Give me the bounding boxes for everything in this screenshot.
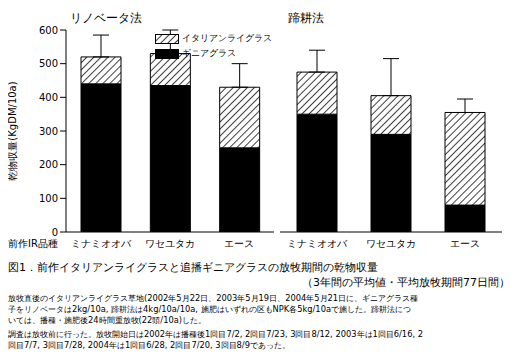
html-text:ギニアグラス: ギニアグラス: [182, 48, 236, 58]
svg-text:400: 400: [39, 92, 58, 103]
html-text:放牧直後のイタリアンライグラス草地(2002年5月22日、2: 放牧直後のイタリアンライグラス草地(2002年5月22日、2003年5月19日、…: [8, 293, 419, 303]
html-text:図1．前作イタリアンライグラスと追播ギニアグラスの放牧期間の: 図1．前作イタリアンライグラスと追播ギニアグラスの放牧期間の乾物収量: [8, 261, 378, 274]
svg-text:エース: エース: [450, 238, 480, 249]
html-text:子をリノベータは2kg/10a, 蹄耕法は4kg/10a/1: 子をリノベータは2kg/10a, 蹄耕法は4kg/10a/10a, 施肥はいずれ…: [8, 304, 411, 314]
svg-text:ミナミオオバ: ミナミオオバ: [287, 238, 348, 249]
html-text:（3年間の平均値・平均放牧期間77日間）: （3年間の平均値・平均放牧期間77日間）: [302, 276, 510, 289]
svg-text:600: 600: [39, 25, 58, 36]
svg-text:ワセユタカ: ワセユタカ: [366, 238, 416, 249]
html-text:いては、播種・施肥後24時間重放牧(22頭/10a)した。: いては、播種・施肥後24時間重放牧(22頭/10a)した。: [8, 315, 206, 325]
html-text:前作IR品種: 前作IR品種: [8, 238, 58, 249]
svg-text:100: 100: [39, 193, 58, 204]
svg-text:乾物収量(KgDM/10a): 乾物収量(KgDM/10a): [8, 81, 18, 180]
html-text:イタリアンライグラス: イタリアンライグラス: [182, 33, 272, 43]
svg-text:ワセユタカ: ワセユタカ: [145, 238, 195, 249]
svg-text:200: 200: [39, 159, 58, 170]
svg-text:500: 500: [39, 58, 58, 69]
html-text:調査は放牧前に行った。放牧開始日は2002年は播種後1回目7: 調査は放牧前に行った。放牧開始日は2002年は播種後1回目7/2, 2回目7/2…: [8, 329, 423, 339]
svg-text:ミナミオオバ: ミナミオオバ: [71, 238, 132, 249]
html-text:蹄耕法: 蹄耕法: [288, 11, 324, 25]
html-text:回目7/7, 3回目7/28, 2004年は1回目6/28,: 回目7/7, 3回目7/28, 2004年は1回目6/28, 2回目7/20, …: [8, 340, 290, 350]
html-text:リノベータ法: リノベータ法: [70, 11, 142, 25]
svg-text:300: 300: [39, 126, 58, 137]
svg-text:エース: エース: [224, 238, 254, 249]
svg-text:0: 0: [52, 227, 58, 238]
